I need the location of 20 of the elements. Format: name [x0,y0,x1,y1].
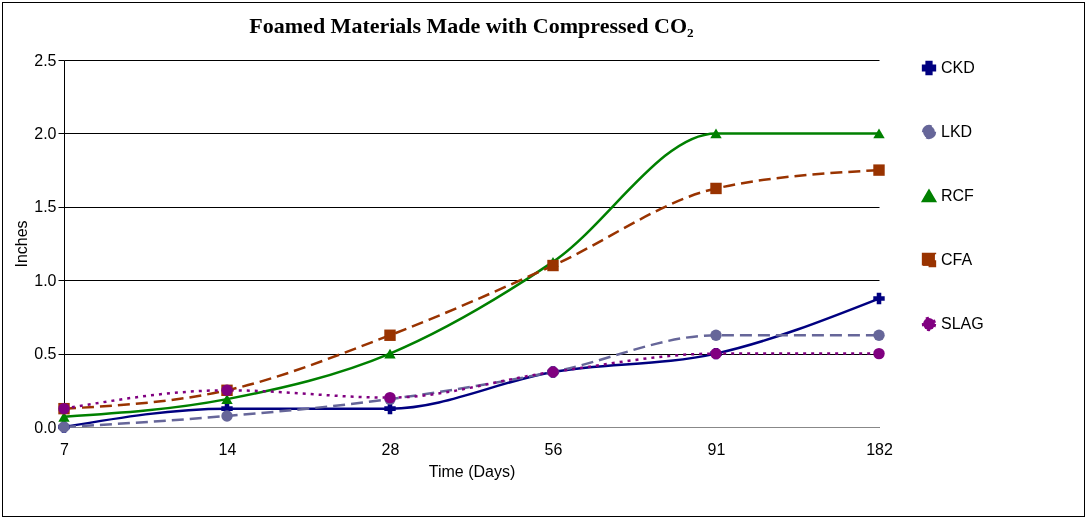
y-tick-label: 2.0 [34,124,57,142]
x-tick-label: 182 [866,440,893,458]
chart-title: Foamed Materials Made with Compressed CO₂ [249,13,695,38]
y-tick-label: 0.0 [34,418,57,436]
y-tick-label: 1.5 [34,198,57,216]
x-tick-label: 14 [218,440,237,458]
x-tick-label: 28 [381,440,400,458]
x-tick-label: 7 [60,440,70,458]
y-axis-title: Inches [13,220,31,268]
legend-label: CKD [941,59,975,76]
y-tick-label: 2.5 [34,51,57,69]
y-tick-label: 0.5 [34,345,57,363]
x-tick-label: 56 [544,440,563,458]
legend-label: CFA [941,251,973,268]
y-tick-label: 1.0 [34,271,57,289]
x-tick-label: 91 [707,440,726,458]
legend-label: SLAG [941,315,984,332]
legend-label: RCF [941,187,975,204]
x-axis-title: Time (Days) [428,462,516,480]
legend-label: LKD [941,123,973,140]
